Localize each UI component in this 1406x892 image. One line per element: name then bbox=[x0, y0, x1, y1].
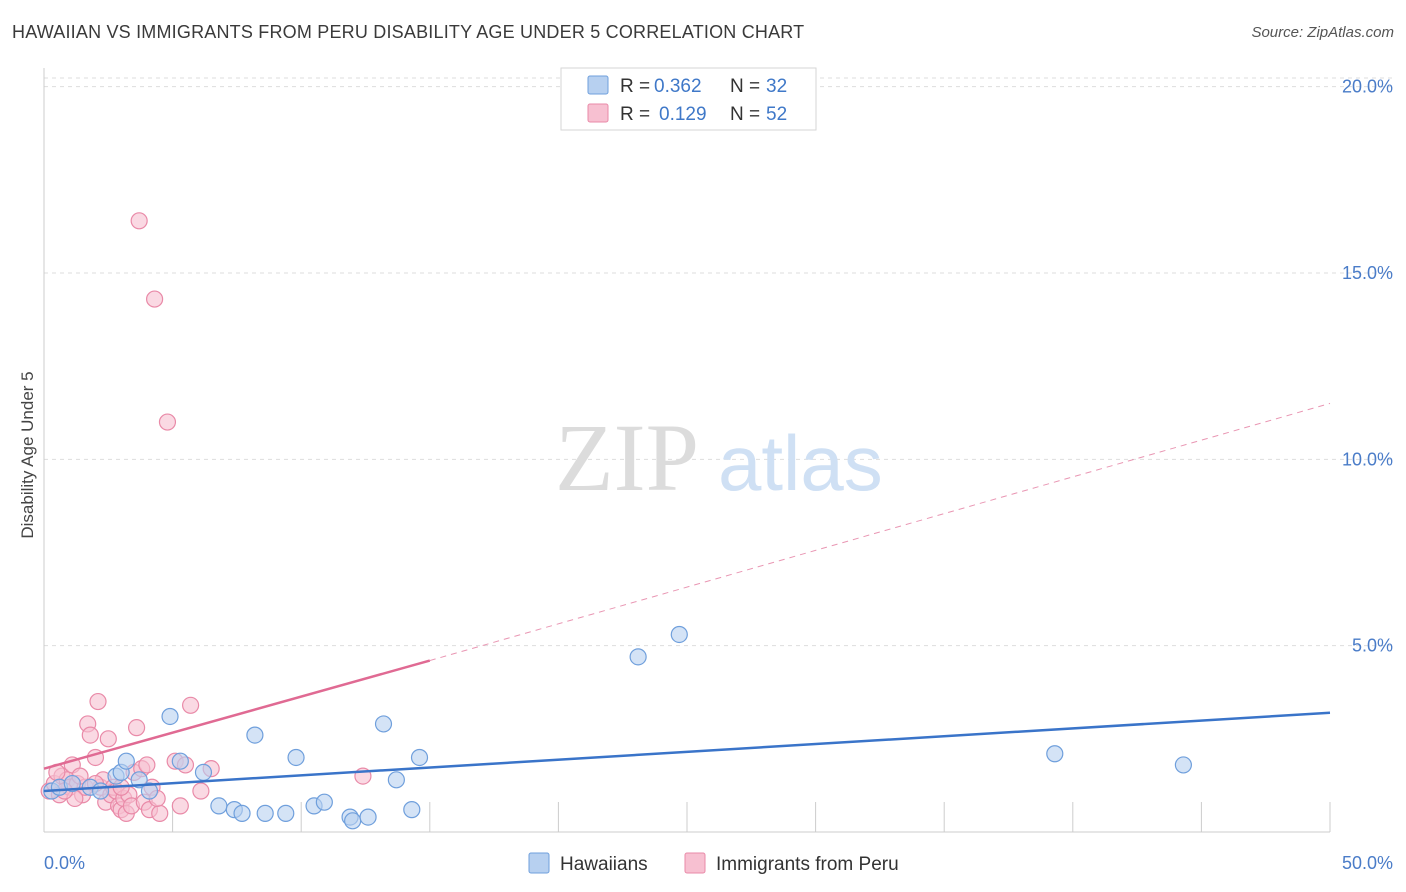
y-tick-label: 15.0% bbox=[1342, 263, 1393, 283]
data-point bbox=[99, 730, 117, 748]
data-point bbox=[161, 707, 179, 726]
bottom-legend-label-peru: Immigrants from Peru bbox=[716, 854, 899, 875]
y-tick-label: 20.0% bbox=[1342, 77, 1393, 97]
data-point bbox=[158, 413, 177, 431]
data-point bbox=[277, 804, 295, 822]
data-point bbox=[63, 774, 81, 793]
legend-r-label-hawaiians: R = bbox=[620, 76, 650, 97]
data-point bbox=[182, 696, 200, 714]
y-axis-label: Disability Age Under 5 bbox=[18, 371, 37, 538]
legend-swatch-hawaiians bbox=[587, 75, 609, 95]
legend-r-label-peru: R = bbox=[620, 104, 650, 125]
data-point bbox=[359, 808, 377, 826]
trend-lines bbox=[43, 402, 1331, 793]
data-point bbox=[629, 648, 647, 666]
data-point bbox=[387, 771, 405, 789]
data-point bbox=[151, 804, 169, 822]
watermark-zip: ZIP bbox=[555, 404, 699, 511]
data-point bbox=[89, 692, 107, 711]
bottom-legend-swatch-hawaiians bbox=[528, 852, 550, 874]
grid-lines bbox=[44, 77, 1393, 647]
source-label: Source: ZipAtlas.com bbox=[1251, 24, 1394, 41]
y-tick-labels: 5.0% 10.0% 15.0% 20.0% bbox=[1342, 77, 1393, 656]
legend-n-value-hawaiians: 32 bbox=[766, 76, 787, 97]
data-point bbox=[140, 782, 159, 800]
series-hawaiians bbox=[43, 625, 1192, 830]
data-point bbox=[138, 756, 156, 774]
data-point bbox=[171, 752, 189, 770]
data-point bbox=[315, 793, 333, 811]
data-point bbox=[1046, 745, 1064, 763]
data-point bbox=[670, 625, 688, 644]
bottom-legend-swatch-peru bbox=[684, 852, 706, 874]
data-point bbox=[246, 726, 264, 744]
x-tick-label-max: 50.0% bbox=[1342, 853, 1393, 873]
data-point bbox=[81, 726, 99, 744]
legend-r-value-hawaiians: 0.362 bbox=[654, 76, 702, 97]
watermark-atlas: atlas bbox=[718, 419, 883, 507]
legend-n-label-hawaiians: N = bbox=[730, 76, 760, 97]
data-point bbox=[256, 804, 274, 822]
data-point bbox=[145, 290, 164, 308]
data-point bbox=[1174, 756, 1192, 774]
x-ticks bbox=[172, 802, 1331, 832]
trend-line-hawaiians bbox=[43, 711, 1331, 793]
watermark: ZIP atlas bbox=[555, 404, 883, 511]
legend-box: R = 0.362 N = 32 R = 0.129 N = 52 bbox=[560, 67, 817, 131]
y-tick-label: 5.0% bbox=[1352, 636, 1393, 656]
data-point bbox=[403, 801, 421, 819]
data-point bbox=[344, 812, 362, 830]
data-point bbox=[287, 748, 305, 767]
series-immigrants-from-peru bbox=[40, 212, 372, 822]
bottom-legend-label-hawaiians: Hawaiians bbox=[560, 854, 648, 875]
data-point bbox=[127, 719, 146, 737]
legend-swatch-peru bbox=[587, 103, 609, 123]
data-point bbox=[130, 212, 148, 230]
legend-n-value-peru: 52 bbox=[766, 104, 787, 125]
bottom-legend: Hawaiians Immigrants from Peru bbox=[528, 852, 899, 875]
y-tick-label: 10.0% bbox=[1342, 449, 1393, 469]
data-point bbox=[233, 804, 251, 822]
chart-title: HAWAIIAN VS IMMIGRANTS FROM PERU DISABIL… bbox=[12, 22, 805, 42]
legend-n-label-peru: N = bbox=[730, 104, 760, 125]
data-point bbox=[91, 782, 110, 800]
trend-line-peru bbox=[43, 659, 431, 770]
data-point bbox=[117, 752, 135, 770]
legend-r-value-peru: 0.129 bbox=[659, 104, 707, 125]
data-point bbox=[171, 797, 189, 815]
data-point bbox=[194, 763, 213, 781]
trend-line-peru-extrapolated bbox=[429, 402, 1331, 662]
data-point bbox=[192, 782, 210, 800]
data-point bbox=[374, 715, 393, 733]
x-tick-label-min: 0.0% bbox=[44, 853, 85, 873]
data-point bbox=[410, 748, 429, 767]
data-point bbox=[210, 797, 228, 815]
